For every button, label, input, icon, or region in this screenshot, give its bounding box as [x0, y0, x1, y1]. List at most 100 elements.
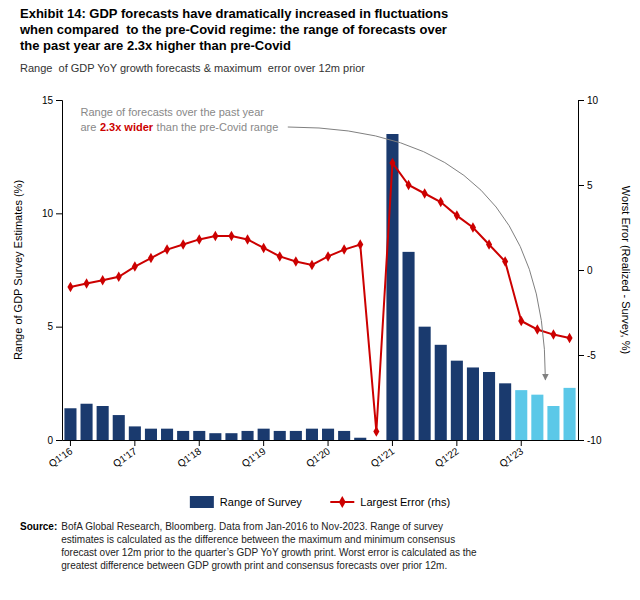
marker [261, 243, 267, 254]
bar [209, 433, 221, 440]
bar [403, 252, 415, 440]
title-line: Exhibit 14: GDP forecasts have dramatica… [20, 6, 448, 21]
bar [354, 438, 366, 440]
source-line: estimates is calculated as the differenc… [61, 534, 455, 545]
marker [116, 272, 122, 283]
bar [370, 440, 382, 441]
y2-axis-label: Worst Error (Realized - Survey, %) [620, 186, 632, 354]
legend-swatch [190, 496, 214, 508]
plot-area: Q1'16Q1'17Q1'18Q1'19Q1'20Q1'21Q1'22Q1'23… [12, 95, 632, 470]
x-tick: Q1'19 [240, 440, 268, 469]
x-axis-line [63, 440, 579, 441]
marker [212, 231, 218, 242]
bar [435, 345, 447, 440]
marker [534, 324, 540, 335]
legend-item: Largest Error (rhs) [330, 496, 450, 508]
bar [564, 388, 576, 440]
subtitle: Range of GDP YoY growth forecasts & maxi… [20, 62, 365, 74]
legend-label: Largest Error (rhs) [360, 496, 450, 508]
marker [293, 256, 299, 267]
source-line: BofA Global Research, Bloomberg. Data fr… [61, 521, 443, 532]
x-tick-mark [328, 440, 329, 446]
annotation: are [81, 121, 97, 133]
y-tick-label: 15 [42, 95, 54, 106]
marker [422, 188, 428, 199]
y2-axis: -10 -5 0 5 10 [578, 95, 602, 446]
bar [161, 429, 173, 440]
title-line: the past year are 2.3x higher than pre-C… [20, 38, 291, 53]
x-tick-mark [392, 440, 393, 446]
title-line: when compared to the pre-Covid regime: t… [19, 22, 447, 37]
annotation-arrow [288, 127, 546, 380]
y-tick: 15 [42, 95, 62, 106]
marker [164, 244, 170, 255]
y2-tick: 0 [578, 265, 593, 276]
y-tick-label: 0 [47, 435, 53, 446]
y2-tick-mark [578, 270, 584, 271]
marker [180, 239, 186, 250]
x-tick-mark [521, 440, 522, 446]
bar [242, 431, 254, 440]
bar [499, 383, 511, 440]
y-tick-label: 10 [42, 208, 54, 219]
marker [196, 234, 202, 245]
x-tick: Q1'18 [175, 440, 203, 469]
legend: Range of Survey Largest Error (rhs) [190, 496, 450, 508]
annotations: Range of forecasts over the past year are… [81, 106, 546, 380]
legend-swatch-marker [339, 496, 346, 508]
bar-series [64, 134, 575, 440]
x-tick-label: Q1'17 [111, 445, 139, 469]
y-axis-label: Range of GDP Survey Estimates (%) [12, 180, 24, 360]
title: Exhibit 14: GDP forecasts have dramatica… [19, 6, 448, 53]
y2-tick-label: -5 [587, 350, 596, 361]
bar [338, 431, 350, 440]
y2-tick-label: 5 [587, 180, 593, 191]
marker [325, 251, 331, 262]
y-tick-mark [56, 213, 62, 214]
bar [547, 406, 559, 440]
marker [100, 275, 106, 286]
bar [419, 327, 431, 440]
y2-tick: 5 [578, 180, 593, 191]
x-tick-label: Q1'23 [497, 445, 525, 469]
marker [373, 426, 379, 437]
source-label: Source: [20, 521, 57, 532]
y-tick-mark [56, 100, 62, 101]
bar [531, 395, 543, 440]
x-tick-label: Q1'16 [46, 445, 74, 469]
y-tick-mark [56, 440, 62, 441]
x-axis: Q1'16Q1'17Q1'18Q1'19Q1'20Q1'21Q1'22Q1'23 [46, 440, 578, 469]
source: BofA Global Research, Bloomberg. Data fr… [61, 521, 477, 571]
y2-tick-mark [578, 185, 584, 186]
x-tick-label: Q1'18 [175, 445, 203, 469]
bar [177, 431, 189, 440]
marker [486, 239, 492, 250]
x-tick-label: Q1'19 [240, 445, 268, 469]
y-tick: 0 [47, 435, 62, 446]
x-tick-mark [134, 440, 135, 446]
line-series [67, 158, 572, 437]
bar [97, 406, 109, 440]
annotation: Range of forecasts over the past year [81, 106, 265, 118]
marker [148, 253, 154, 264]
marker [502, 256, 508, 267]
y2-tick: -5 [578, 350, 596, 361]
y-tick: 10 [42, 208, 62, 219]
marker [309, 260, 315, 271]
bar [258, 429, 270, 440]
line [70, 163, 569, 432]
bar [290, 431, 302, 440]
x-tick-mark [263, 440, 264, 446]
marker [454, 210, 460, 221]
y2-tick-label: 10 [587, 95, 599, 106]
marker [84, 278, 90, 289]
legend-label: Range of Survey [220, 496, 302, 508]
y2-tick-label: -10 [587, 435, 602, 446]
bar [225, 433, 237, 440]
y2-tick-label: 0 [587, 265, 593, 276]
annotation: than the pre-Covid range [157, 121, 279, 133]
x-tick: Q1'20 [304, 440, 332, 469]
marker [277, 251, 283, 262]
marker [341, 244, 347, 255]
bar [451, 361, 463, 440]
